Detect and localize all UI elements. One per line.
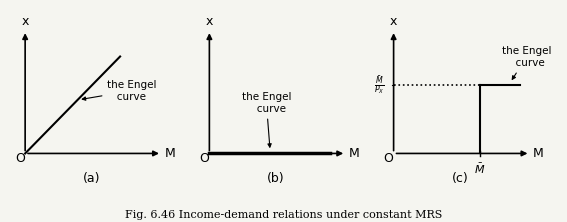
Text: $\frac{\bar{M}}{P_X}$: $\frac{\bar{M}}{P_X}$: [374, 74, 385, 96]
Text: x: x: [22, 15, 29, 28]
Text: (c): (c): [452, 172, 468, 185]
Text: x: x: [390, 15, 397, 28]
Text: M: M: [164, 147, 175, 160]
Text: O: O: [384, 151, 393, 165]
Text: O: O: [15, 151, 25, 165]
Text: Fig. 6.46 Income-demand relations under constant MRS: Fig. 6.46 Income-demand relations under …: [125, 210, 442, 220]
Text: the Engel
   curve: the Engel curve: [82, 80, 157, 101]
Text: $\bar{M}$: $\bar{M}$: [474, 161, 485, 176]
Text: the Engel
   curve: the Engel curve: [242, 92, 291, 147]
Text: M: M: [349, 147, 359, 160]
Text: O: O: [200, 151, 209, 165]
Text: (b): (b): [267, 172, 285, 185]
Text: the Engel
  curve: the Engel curve: [502, 46, 551, 79]
Text: (a): (a): [83, 172, 100, 185]
Text: x: x: [206, 15, 213, 28]
Text: M: M: [533, 147, 544, 160]
